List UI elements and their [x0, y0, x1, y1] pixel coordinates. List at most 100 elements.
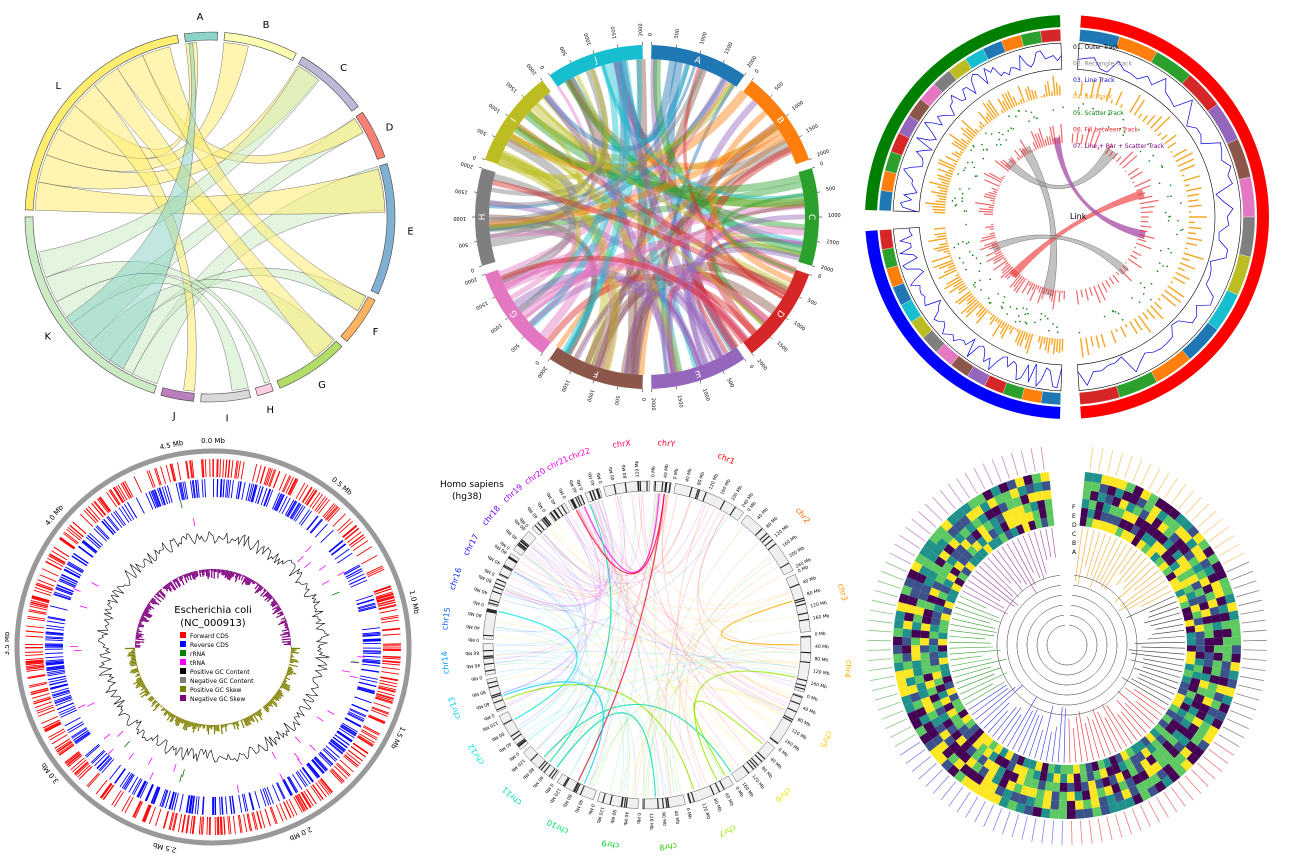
forward-cds	[367, 568, 385, 578]
bar-track-bar	[1051, 91, 1054, 96]
tick-mark	[592, 380, 595, 384]
gc-skew	[281, 635, 291, 638]
reverse-cds	[164, 485, 171, 504]
chromosome-link	[507, 570, 580, 612]
reverse-cds	[106, 516, 119, 532]
rna-gene	[305, 546, 312, 553]
heatmap-cell	[1200, 608, 1212, 618]
heatmap-cell	[1135, 539, 1147, 551]
heatmap-cell	[953, 560, 965, 572]
bar-track-bar	[937, 186, 949, 191]
chromosome-label-chr8: chr8	[659, 841, 678, 852]
leaf-label-mark	[911, 756, 931, 772]
forward-cds	[243, 814, 248, 833]
forward-cds	[186, 815, 190, 834]
heatmap-cell	[1040, 517, 1049, 528]
tree-branch	[1134, 667, 1179, 684]
leaf-label-mark	[982, 463, 994, 486]
chord-link	[488, 214, 597, 356]
leaf-label-mark	[872, 684, 896, 691]
chromosome-link	[617, 495, 787, 707]
forward-cds	[256, 465, 262, 483]
mb-tick-label: 120 Mb	[812, 668, 830, 677]
fill-between-bar	[1011, 164, 1014, 167]
scatter-point	[1176, 233, 1178, 236]
rna-gene	[179, 774, 183, 783]
forward-cds	[344, 754, 359, 767]
reverse-cds	[150, 490, 158, 508]
forward-cds	[238, 814, 243, 833]
reverse-cds	[95, 526, 109, 540]
bar-track-bar	[1100, 97, 1103, 101]
chord-ribbon	[34, 168, 386, 215]
heatmap-cell	[1005, 498, 1016, 511]
mb-tick-label: 160 Mb	[781, 534, 798, 549]
heatmap-cell	[967, 733, 979, 746]
cytoband	[542, 517, 550, 527]
heatmap-cell	[1129, 524, 1141, 536]
fill-between-bar	[979, 242, 999, 251]
chromosome-link	[582, 506, 750, 758]
fill-between-bar	[975, 202, 994, 207]
heatmap-cell	[1081, 790, 1091, 801]
gc-skew	[256, 586, 263, 594]
scatter-point	[1015, 115, 1017, 118]
heatmap-cell	[1100, 804, 1111, 816]
reverse-cds	[329, 740, 345, 753]
cytoband	[800, 660, 811, 664]
fill-between-bar	[993, 256, 1005, 265]
reverse-cds	[55, 588, 73, 596]
rna-gene	[331, 591, 340, 596]
forward-cds	[256, 811, 263, 829]
scatter-point	[978, 270, 981, 272]
fill-between-bar	[1019, 139, 1030, 155]
sector-label-I: I	[226, 413, 229, 424]
rna-gene	[180, 500, 183, 509]
fill-between-bar	[990, 199, 995, 202]
leaf-label-mark	[889, 726, 912, 739]
bar-track-bar	[1115, 91, 1123, 106]
tree-branch	[975, 570, 1019, 606]
reverse-cds	[189, 795, 194, 814]
forward-cds	[259, 810, 266, 828]
leaf-label-mark	[1031, 818, 1037, 842]
cytoband	[519, 540, 529, 548]
chord-link	[500, 150, 620, 371]
genome-assembly: (hg38)	[452, 492, 482, 502]
gc-skew	[238, 573, 241, 577]
rna-gene	[87, 702, 95, 707]
gc-skew	[252, 580, 255, 584]
reverse-cds	[359, 678, 378, 683]
legend-label: Positive GC Skew	[190, 687, 242, 694]
sector-label-B: B	[263, 20, 270, 31]
cytoband	[563, 777, 570, 787]
chromosome-link	[523, 556, 630, 796]
chromosome-link	[661, 493, 753, 755]
chromosome-link	[720, 600, 800, 646]
heatmap-cell	[1096, 787, 1107, 798]
forward-cds	[30, 601, 49, 607]
forward-cds	[368, 715, 386, 724]
reverse-cds	[362, 655, 381, 658]
forward-cds	[186, 460, 190, 479]
reverse-cds	[276, 494, 285, 512]
gc-skew	[175, 717, 181, 727]
forward-cds	[39, 574, 57, 582]
heatmap-cell	[1207, 598, 1219, 609]
reverse-cds	[65, 566, 82, 576]
heatmap-cell	[1030, 778, 1040, 789]
chord-link	[492, 179, 785, 300]
heatmap-cell	[1215, 568, 1228, 581]
leaf-label-mark	[1131, 808, 1142, 831]
heatmap-cell	[906, 568, 919, 581]
scatter-point	[1167, 247, 1170, 250]
heatmap-cell	[999, 521, 1010, 533]
gc-skew	[227, 570, 232, 580]
line-track	[1077, 57, 1234, 386]
chord-link	[489, 78, 727, 231]
rna-gene	[148, 757, 153, 765]
heatmap-cell	[912, 667, 924, 677]
forward-cds	[377, 690, 395, 697]
bar-track-bar	[947, 252, 951, 255]
reverse-cds	[320, 529, 334, 543]
